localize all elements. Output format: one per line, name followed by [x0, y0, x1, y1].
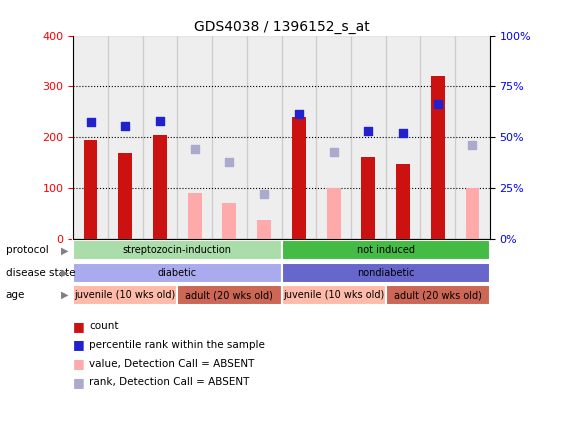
Bar	[73, 36, 108, 239]
Text: streptozocin-induction: streptozocin-induction	[123, 246, 232, 255]
Bar	[316, 36, 351, 239]
Bar	[351, 36, 386, 239]
Text: ■: ■	[73, 320, 84, 333]
Bar	[177, 285, 282, 305]
Bar	[386, 36, 421, 239]
Text: ▶: ▶	[61, 290, 69, 300]
Point	[225, 158, 234, 165]
Bar	[83, 140, 97, 239]
Text: juvenile (10 wks old): juvenile (10 wks old)	[283, 290, 384, 300]
Bar	[212, 36, 247, 239]
Text: juvenile (10 wks old): juvenile (10 wks old)	[75, 290, 176, 300]
Bar	[247, 36, 282, 239]
Text: GDS4038 / 1396152_s_at: GDS4038 / 1396152_s_at	[194, 20, 369, 34]
Text: disease state: disease state	[6, 268, 75, 278]
Point	[399, 130, 408, 137]
Text: percentile rank within the sample: percentile rank within the sample	[89, 340, 265, 350]
Text: ■: ■	[73, 357, 84, 370]
Bar	[118, 153, 132, 239]
Bar	[108, 36, 142, 239]
Text: not induced: not induced	[356, 246, 415, 255]
Bar	[421, 36, 455, 239]
Bar	[292, 117, 306, 239]
Bar	[177, 36, 212, 239]
Bar	[282, 263, 490, 283]
Bar	[142, 36, 177, 239]
Text: age: age	[6, 290, 25, 300]
Point	[155, 118, 164, 125]
Bar	[222, 202, 236, 239]
Text: ▶: ▶	[61, 268, 69, 278]
Bar	[257, 220, 271, 239]
Point	[468, 142, 477, 149]
Text: ▶: ▶	[61, 246, 69, 255]
Point	[294, 111, 303, 118]
Text: diabetic: diabetic	[158, 268, 197, 278]
Bar	[455, 36, 490, 239]
Point	[329, 148, 338, 155]
Bar	[153, 135, 167, 239]
Bar	[187, 193, 202, 239]
Bar	[361, 157, 375, 239]
Text: adult (20 wks old): adult (20 wks old)	[394, 290, 482, 300]
Text: rank, Detection Call = ABSENT: rank, Detection Call = ABSENT	[89, 377, 249, 387]
Bar	[386, 285, 490, 305]
Bar	[73, 240, 282, 261]
Point	[190, 145, 199, 152]
Bar	[431, 76, 445, 239]
Text: ■: ■	[73, 376, 84, 389]
Bar	[73, 263, 282, 283]
Bar	[282, 36, 316, 239]
Text: ■: ■	[73, 338, 84, 352]
Bar	[396, 164, 410, 239]
Bar	[282, 285, 386, 305]
Bar	[73, 285, 177, 305]
Text: protocol: protocol	[6, 246, 48, 255]
Text: adult (20 wks old): adult (20 wks old)	[185, 290, 274, 300]
Bar	[327, 188, 341, 239]
Bar	[282, 240, 490, 261]
Point	[434, 101, 443, 108]
Point	[260, 191, 269, 198]
Text: nondiabetic: nondiabetic	[357, 268, 414, 278]
Bar	[466, 188, 480, 239]
Point	[86, 119, 95, 126]
Point	[364, 127, 373, 134]
Point	[120, 122, 129, 129]
Text: count: count	[89, 321, 118, 331]
Text: value, Detection Call = ABSENT: value, Detection Call = ABSENT	[89, 359, 254, 369]
